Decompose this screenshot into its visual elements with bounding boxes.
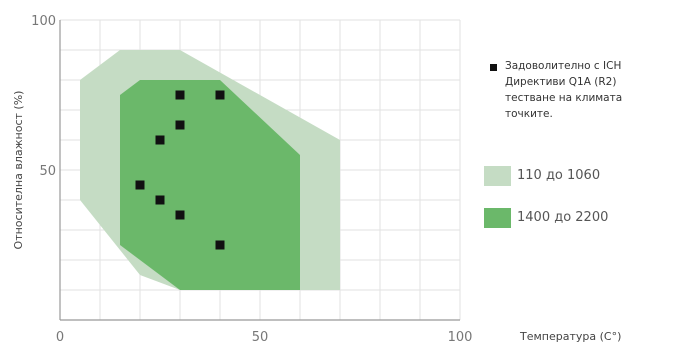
legend-item-region-2: 1400 до 2200 (484, 208, 608, 228)
legend-swatch-dark (484, 208, 511, 228)
data-point (155, 135, 165, 145)
legend-marker-square (490, 64, 497, 71)
legend-line-1: Задоволително с ICH (505, 60, 622, 72)
x-tick-label: 50 (252, 330, 269, 345)
legend-swatch-light (484, 166, 511, 186)
y-axis-label: Относителна влажност (%) (12, 91, 25, 250)
axes (59, 20, 460, 321)
legend-label-region-1: 110 до 1060 (517, 168, 601, 183)
data-point (135, 180, 145, 190)
x-tick-label: 100 (448, 330, 473, 345)
legend-item-region-1: 110 до 1060 (484, 166, 600, 186)
data-point (175, 120, 185, 130)
region-2 (120, 80, 300, 290)
y-tick-label: 100 (31, 14, 56, 29)
data-point (175, 90, 185, 100)
legend-item-points: Задоволително с ICH Директиви Q1A (R2) т… (490, 58, 622, 122)
data-point (215, 240, 225, 250)
data-point (215, 90, 225, 100)
regions (80, 50, 340, 290)
data-point (155, 195, 165, 205)
legend-line-3: тестване на климата (505, 92, 623, 104)
x-axis-label: Температура (C°) (519, 330, 621, 343)
data-points (135, 90, 225, 250)
legend-line-4: точките. (505, 108, 553, 120)
data-point (175, 210, 185, 220)
legend-label-region-2: 1400 до 2200 (517, 210, 609, 225)
legend-text-points: Задоволително с ICH Директиви Q1A (R2) т… (505, 58, 622, 122)
y-tick-label: 50 (39, 164, 56, 179)
legend-line-2: Директиви Q1A (R2) (505, 76, 617, 88)
x-tick-label: 0 (56, 330, 64, 345)
tick-labels: 0 50 100 100 50 (31, 14, 472, 345)
